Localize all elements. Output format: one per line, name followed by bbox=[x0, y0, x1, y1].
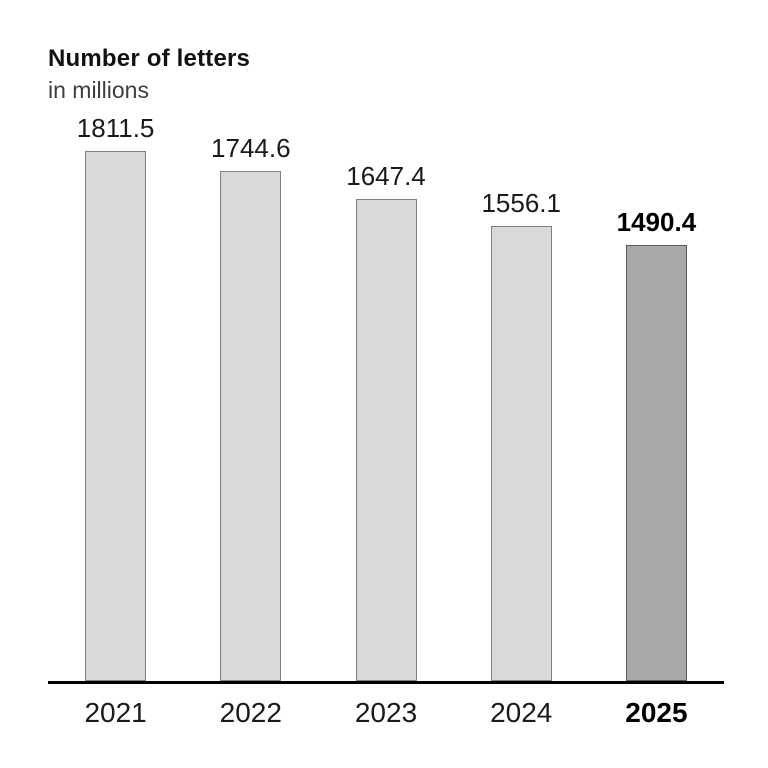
bar bbox=[625, 245, 687, 681]
bar bbox=[85, 151, 147, 681]
bar-group: 1647.4 bbox=[318, 110, 453, 681]
chart-header: Number of letters in millions bbox=[48, 44, 250, 106]
bar-group: 1744.6 bbox=[183, 110, 318, 681]
year-label: 2023 bbox=[354, 697, 418, 728]
bar-value-label: 1490.4 bbox=[616, 207, 697, 237]
bar-value-label: 1811.5 bbox=[76, 113, 155, 143]
bar-value-label: 1744.6 bbox=[211, 133, 291, 163]
chart-subtitle: in millions bbox=[48, 77, 149, 103]
chart-title: Number of letters bbox=[48, 45, 251, 72]
year-label: 2022 bbox=[219, 697, 282, 728]
x-axis-line bbox=[48, 681, 724, 684]
bar-value-label: 1647.4 bbox=[346, 161, 426, 191]
year-axis: 2021 2022 2023 2024 2025 bbox=[48, 697, 724, 729]
plot-area: 1811.5 1744.6 1647.4 1556.1 1490.4 bbox=[48, 110, 724, 681]
bar-group: 1811.5 bbox=[48, 110, 183, 681]
bar bbox=[355, 199, 417, 681]
year-label: 2024 bbox=[490, 697, 553, 728]
year-label: 2021 bbox=[84, 697, 147, 728]
bar-group: 1556.1 bbox=[454, 110, 589, 681]
bar-value-label: 1556.1 bbox=[481, 188, 561, 218]
bar bbox=[220, 171, 282, 681]
bar bbox=[490, 226, 552, 681]
year-label: 2025 bbox=[625, 697, 688, 728]
bar-group: 1490.4 bbox=[589, 110, 724, 681]
